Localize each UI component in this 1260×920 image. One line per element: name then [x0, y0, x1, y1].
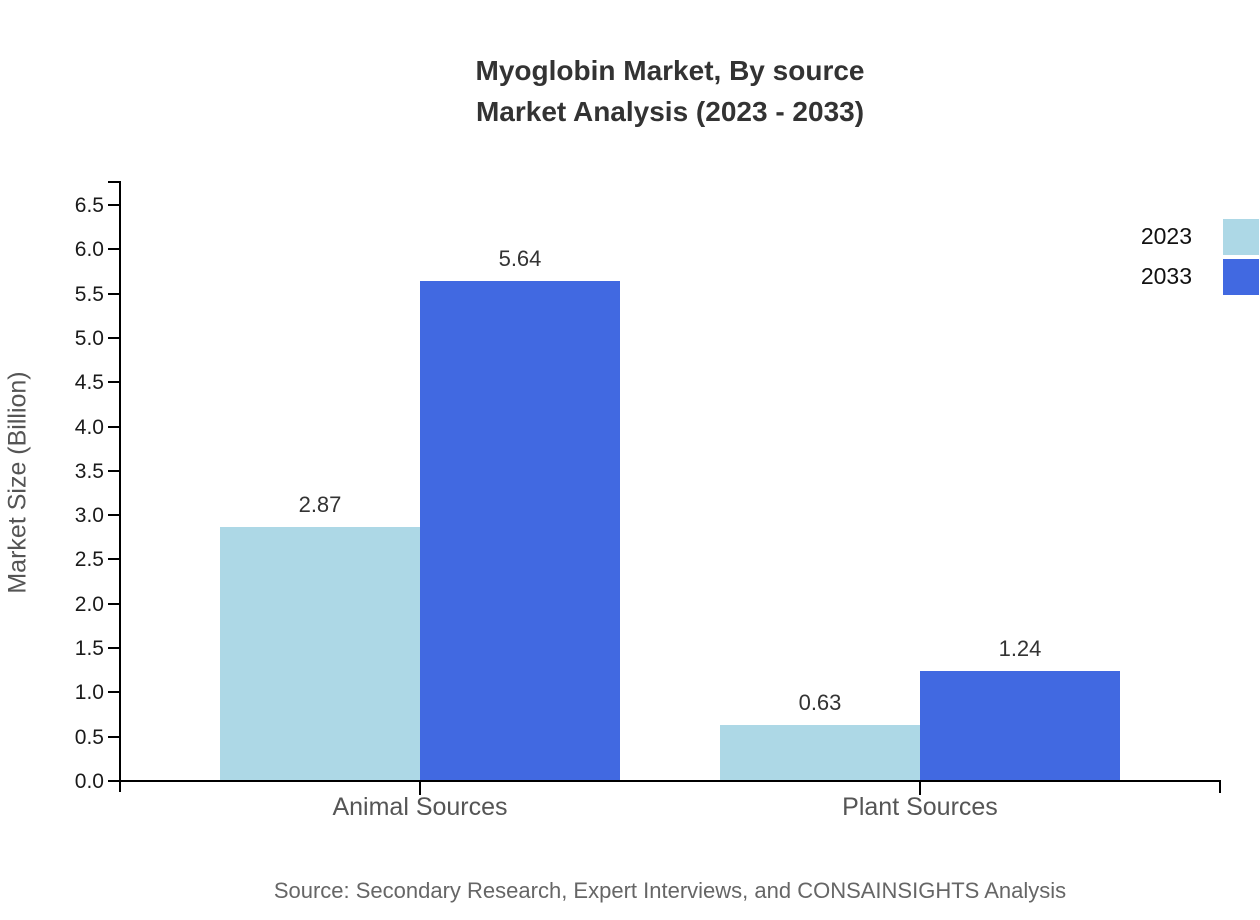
x-axis-category-label: Animal Sources [332, 793, 508, 821]
y-axis-tick-label: 2.5 [74, 548, 104, 572]
y-axis-tick [108, 558, 120, 561]
y-axis-tick [108, 514, 120, 517]
y-axis-tick-label: 2.0 [74, 592, 104, 616]
bar-2023-animal-sources [220, 526, 420, 780]
y-axis-tick-label: 4.5 [74, 371, 104, 395]
chart-title: Myoglobin Market, By source Market Analy… [80, 50, 1260, 132]
y-axis-top-cap [108, 181, 120, 183]
x-axis-right-cap [1219, 780, 1221, 793]
chart-title-line1: Myoglobin Market, By source [475, 55, 865, 86]
y-axis-line [119, 181, 121, 792]
y-axis-tick-label: 3.0 [74, 504, 104, 528]
y-axis-tick-label: 1.5 [74, 637, 104, 661]
bar-value-label: 5.64 [498, 246, 542, 272]
y-axis-tick [108, 691, 120, 694]
y-axis-tick [108, 292, 120, 295]
y-axis-tick [108, 780, 120, 782]
y-axis-tick-label: 0.5 [74, 725, 104, 749]
y-axis-tick-label: 5.5 [74, 282, 104, 306]
bar-value-label: 0.63 [798, 690, 842, 716]
y-axis-tick [108, 204, 120, 206]
y-axis-tick [108, 381, 120, 384]
x-axis-category-label: Plant Sources [842, 793, 998, 821]
y-axis-tick-label: 6.5 [74, 194, 104, 217]
y-axis-tick [108, 248, 120, 251]
y-axis-tick-label: 5.0 [74, 326, 104, 350]
bar-2023-plant-sources [720, 725, 920, 780]
bar-value-label: 2.87 [298, 491, 342, 517]
y-axis-tick [108, 336, 120, 339]
bar-value-label: 1.24 [998, 636, 1042, 662]
x-axis-line [119, 780, 1221, 782]
y-axis-tick-label: 0.0 [74, 770, 104, 793]
bar-2033-animal-sources [420, 281, 620, 780]
y-axis-tick-label: 4.0 [74, 415, 104, 439]
chart-title-line2: Market Analysis (2023 - 2033) [475, 96, 865, 127]
y-axis-tick-label: 3.5 [74, 459, 104, 483]
x-axis-tick [919, 781, 921, 795]
y-axis-tick [108, 469, 120, 472]
y-axis-tick-label: 6.0 [74, 238, 104, 262]
y-axis-tick [108, 425, 120, 428]
source-note: Source: Secondary Research, Expert Inter… [273, 878, 1067, 903]
bar-2033-plant-sources [920, 671, 1120, 780]
x-axis-tick [419, 781, 421, 795]
y-axis-tick-label: 1.0 [74, 681, 104, 705]
y-axis-tick [108, 647, 120, 650]
y-axis-tick [108, 602, 120, 605]
y-axis-tick [108, 735, 120, 738]
